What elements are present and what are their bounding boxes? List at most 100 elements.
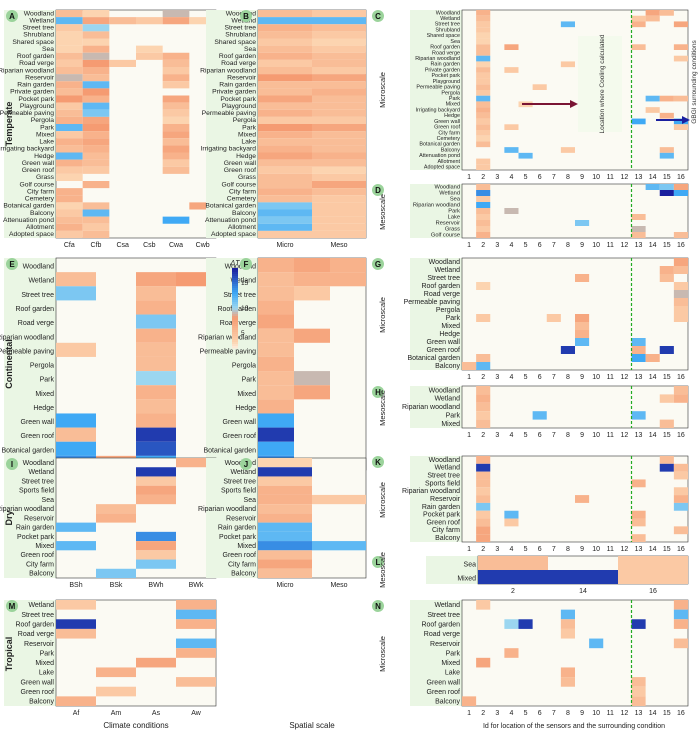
- heatmap-cell: [258, 202, 312, 210]
- heatmap-cell: [504, 648, 519, 658]
- row-label: Wetland: [434, 465, 460, 472]
- heatmap-cell: [176, 600, 216, 610]
- panel-m: Wetland Street tree Roof garden Road verge R…: [4, 599, 217, 717]
- heatmap-cell: [258, 550, 312, 560]
- heatmap-cell: [56, 81, 83, 89]
- column-label: 9: [580, 432, 584, 439]
- heatmap-cell: [82, 45, 110, 53]
- heatmap-cell: [476, 61, 491, 68]
- heatmap-cell: [476, 354, 491, 362]
- row-label: Road verge: [432, 50, 460, 56]
- heatmap-cell: [560, 346, 575, 354]
- column-label: 6: [538, 242, 542, 249]
- heatmap-cell: [673, 502, 688, 511]
- row-label: Park: [448, 209, 460, 215]
- row-label: Roof garden: [15, 622, 54, 629]
- row-label: Woodland: [24, 10, 55, 17]
- row-label: Green wall: [427, 679, 461, 686]
- heatmap-cell: [136, 559, 176, 569]
- heatmap-cell: [258, 17, 312, 25]
- column-label: 12: [621, 374, 629, 381]
- row-label: Street tree: [427, 275, 460, 282]
- column-label: 1: [467, 374, 471, 381]
- column-label: 8: [566, 174, 570, 181]
- heatmap-cell: [631, 118, 646, 125]
- heatmap-cell: [575, 220, 590, 226]
- column-label: 2: [481, 374, 485, 381]
- row-label: Sea: [464, 562, 477, 569]
- heatmap-cell: [176, 609, 216, 620]
- heatmap-cell: [82, 31, 110, 39]
- heatmap-cell: [82, 17, 110, 25]
- column-label: Csb: [143, 242, 156, 249]
- row-label: Roof garden: [421, 622, 460, 629]
- heatmap-cell: [476, 600, 491, 610]
- row-label: Sports field: [425, 480, 460, 487]
- row-label: Pergola: [232, 363, 256, 370]
- column-label: 1: [467, 432, 471, 439]
- row-label: Green roof: [434, 125, 460, 131]
- row-label: Mixed: [35, 391, 54, 398]
- heatmap-cell: [462, 362, 477, 370]
- row-label: Permeable paving: [200, 348, 257, 355]
- heatmap-cell: [560, 677, 575, 687]
- column-label: 14: [649, 374, 657, 381]
- column-label: 13: [635, 432, 643, 439]
- row-label: Shared space: [214, 39, 256, 46]
- heatmap-cell: [162, 116, 190, 124]
- scale-label: Microscale: [378, 297, 387, 333]
- heatmap-cell: [659, 346, 674, 354]
- panel-badge: [6, 10, 18, 22]
- heatmap-cell: [476, 67, 491, 73]
- row-label: Green roof: [224, 167, 256, 174]
- heatmap-cell: [56, 441, 96, 456]
- heatmap-cell: [56, 67, 83, 75]
- heatmap-cell: [82, 24, 110, 32]
- row-label: Green wall: [22, 160, 55, 167]
- colorbar-tick: 5: [241, 330, 245, 337]
- row-label: Roof garden: [15, 306, 54, 313]
- row-label: Botanical garden: [203, 447, 256, 454]
- heatmap-cell: [673, 266, 688, 274]
- column-label: 14: [579, 588, 587, 595]
- column-label: 4: [509, 242, 513, 249]
- heatmap-cell: [258, 38, 312, 46]
- heatmap-cell: [258, 88, 312, 96]
- heatmap-cell: [673, 298, 688, 306]
- heatmap-cell: [476, 518, 491, 527]
- colorbar-step: [232, 346, 238, 349]
- heatmap-cell: [575, 274, 590, 282]
- column-label: 15: [663, 710, 671, 717]
- row-label: Mixed: [457, 576, 476, 583]
- colorbar-step: [232, 316, 238, 319]
- heatmap-cell: [560, 628, 575, 639]
- heatmap-cell: [476, 534, 491, 542]
- heatmap-cell: [476, 386, 491, 395]
- colorbar-step: [232, 272, 238, 275]
- x-title-climate: Climate conditions: [103, 721, 168, 730]
- row-label: Mixed: [35, 543, 54, 550]
- row-label-band: [206, 10, 258, 238]
- arrow-head: [682, 116, 690, 124]
- row-label: Allotment: [437, 159, 460, 165]
- column-label: 6: [538, 174, 542, 181]
- column-label: 4: [509, 174, 513, 181]
- row-label: Wetland: [434, 267, 460, 274]
- heatmap-cell: [162, 17, 190, 25]
- heatmap-cell: [82, 166, 110, 174]
- heatmap-cell: [618, 556, 688, 570]
- panel-badge: [372, 386, 384, 398]
- heatmap-cell: [56, 619, 96, 629]
- heatmap-cell: [258, 230, 312, 238]
- heatmap-cell: [673, 386, 688, 395]
- row-label: Riparian woodland: [198, 334, 256, 341]
- heatmap-cell: [136, 541, 176, 551]
- column-label: 15: [663, 174, 671, 181]
- heatmap-cell: [56, 216, 83, 224]
- heatmap-cell: [504, 67, 519, 73]
- heatmap-cell: [258, 31, 312, 39]
- heatmap-cell: [258, 328, 294, 343]
